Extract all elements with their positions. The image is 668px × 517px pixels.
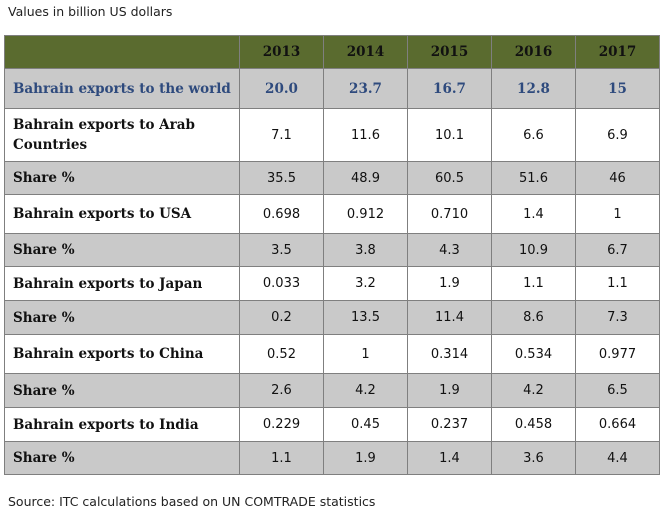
row-label: Share % — [4, 161, 240, 195]
value-cell: 3.2 — [323, 266, 408, 301]
value-cell: 1.9 — [323, 441, 408, 475]
header-cell-blank — [4, 35, 240, 69]
value-cell: 11.6 — [323, 108, 408, 162]
value-cell: 51.6 — [491, 161, 576, 195]
value-cell: 1.4 — [407, 441, 492, 475]
value-cell: 20.0 — [239, 68, 324, 109]
table-caption: Values in billion US dollars — [8, 4, 173, 19]
value-cell: 4.4 — [575, 441, 660, 475]
value-cell: 6.9 — [575, 108, 660, 162]
value-cell: 6.7 — [575, 233, 660, 267]
value-cell: 4.2 — [323, 373, 408, 408]
row-label: Share % — [4, 233, 240, 267]
value-cell: 10.9 — [491, 233, 576, 267]
value-cell: 0.710 — [407, 194, 492, 234]
value-cell: 35.5 — [239, 161, 324, 195]
value-cell: 0.912 — [323, 194, 408, 234]
value-cell: 0.534 — [491, 334, 576, 374]
value-cell: 0.664 — [575, 407, 660, 442]
value-cell: 6.5 — [575, 373, 660, 408]
row-label: Share % — [4, 441, 240, 475]
value-cell: 15 — [575, 68, 660, 109]
source-note: Source: ITC calculations based on UN COM… — [8, 494, 376, 509]
value-cell: 8.6 — [491, 300, 576, 335]
table-row: Share % 1.1 1.9 1.4 3.6 4.4 — [4, 441, 660, 475]
value-cell: 4.2 — [491, 373, 576, 408]
header-cell-2014: 2014 — [323, 35, 408, 69]
row-label: Bahrain exports to China — [4, 334, 240, 374]
table-row: Share % 35.5 48.9 60.5 51.6 46 — [4, 161, 660, 195]
value-cell: 3.6 — [491, 441, 576, 475]
exports-table: 2013 2014 2015 2016 2017 Bahrain exports… — [4, 35, 660, 475]
table-row: Share % 2.6 4.2 1.9 4.2 6.5 — [4, 373, 660, 408]
value-cell: 11.4 — [407, 300, 492, 335]
value-cell: 1 — [575, 194, 660, 234]
row-label: Bahrain exports to Arab Countries — [4, 108, 240, 162]
table-row: Bahrain exports to India 0.229 0.45 0.237 0.… — [4, 407, 660, 442]
value-cell: 0.033 — [239, 266, 324, 301]
value-cell: 3.5 — [239, 233, 324, 267]
header-cell-2016: 2016 — [491, 35, 576, 69]
value-cell: 1.1 — [575, 266, 660, 301]
header-cell-2017: 2017 — [575, 35, 660, 69]
value-cell: 1.9 — [407, 373, 492, 408]
value-cell: 0.45 — [323, 407, 408, 442]
value-cell: 7.1 — [239, 108, 324, 162]
value-cell: 12.8 — [491, 68, 576, 109]
value-cell: 2.6 — [239, 373, 324, 408]
value-cell: 16.7 — [407, 68, 492, 109]
header-cell-2015: 2015 — [407, 35, 492, 69]
table-row: Bahrain exports to Japan 0.033 3.2 1.9 1.1 1.… — [4, 266, 660, 301]
value-cell: 23.7 — [323, 68, 408, 109]
table-row: Bahrain exports to Arab Countries 7.1 11.6… — [4, 108, 660, 162]
table-row: Share % 3.5 3.8 4.3 10.9 6.7 — [4, 233, 660, 267]
header-row: 2013 2014 2015 2016 2017 — [4, 35, 660, 69]
value-cell: 0.2 — [239, 300, 324, 335]
row-label: Bahrain exports to Japan — [4, 266, 240, 301]
value-cell: 1.1 — [239, 441, 324, 475]
value-cell: 4.3 — [407, 233, 492, 267]
table-row: Bahrain exports to China 0.52 1 0.314 0.534 0… — [4, 334, 660, 374]
header-cell-2013: 2013 — [239, 35, 324, 69]
value-cell: 60.5 — [407, 161, 492, 195]
value-cell: 0.237 — [407, 407, 492, 442]
row-label: Share % — [4, 300, 240, 335]
table-row: Share % 0.2 13.5 11.4 8.6 7.3 — [4, 300, 660, 335]
value-cell: 1.9 — [407, 266, 492, 301]
value-cell: 0.314 — [407, 334, 492, 374]
value-cell: 0.52 — [239, 334, 324, 374]
row-label: Share % — [4, 373, 240, 408]
row-label: Bahrain exports to India — [4, 407, 240, 442]
value-cell: 48.9 — [323, 161, 408, 195]
table-row: Bahrain exports to USA 0.698 0.912 0.710 1.4… — [4, 194, 660, 234]
value-cell: 7.3 — [575, 300, 660, 335]
value-cell: 0.698 — [239, 194, 324, 234]
value-cell: 6.6 — [491, 108, 576, 162]
row-label: Bahrain exports to the world — [4, 68, 240, 109]
value-cell: 1.1 — [491, 266, 576, 301]
value-cell: 10.1 — [407, 108, 492, 162]
value-cell: 1.4 — [491, 194, 576, 234]
table-row: Bahrain exports to the world 20.0 23.7 16.7… — [4, 68, 660, 109]
value-cell: 46 — [575, 161, 660, 195]
value-cell: 1 — [323, 334, 408, 374]
row-label: Bahrain exports to USA — [4, 194, 240, 234]
value-cell: 0.977 — [575, 334, 660, 374]
value-cell: 13.5 — [323, 300, 408, 335]
value-cell: 0.229 — [239, 407, 324, 442]
value-cell: 0.458 — [491, 407, 576, 442]
value-cell: 3.8 — [323, 233, 408, 267]
